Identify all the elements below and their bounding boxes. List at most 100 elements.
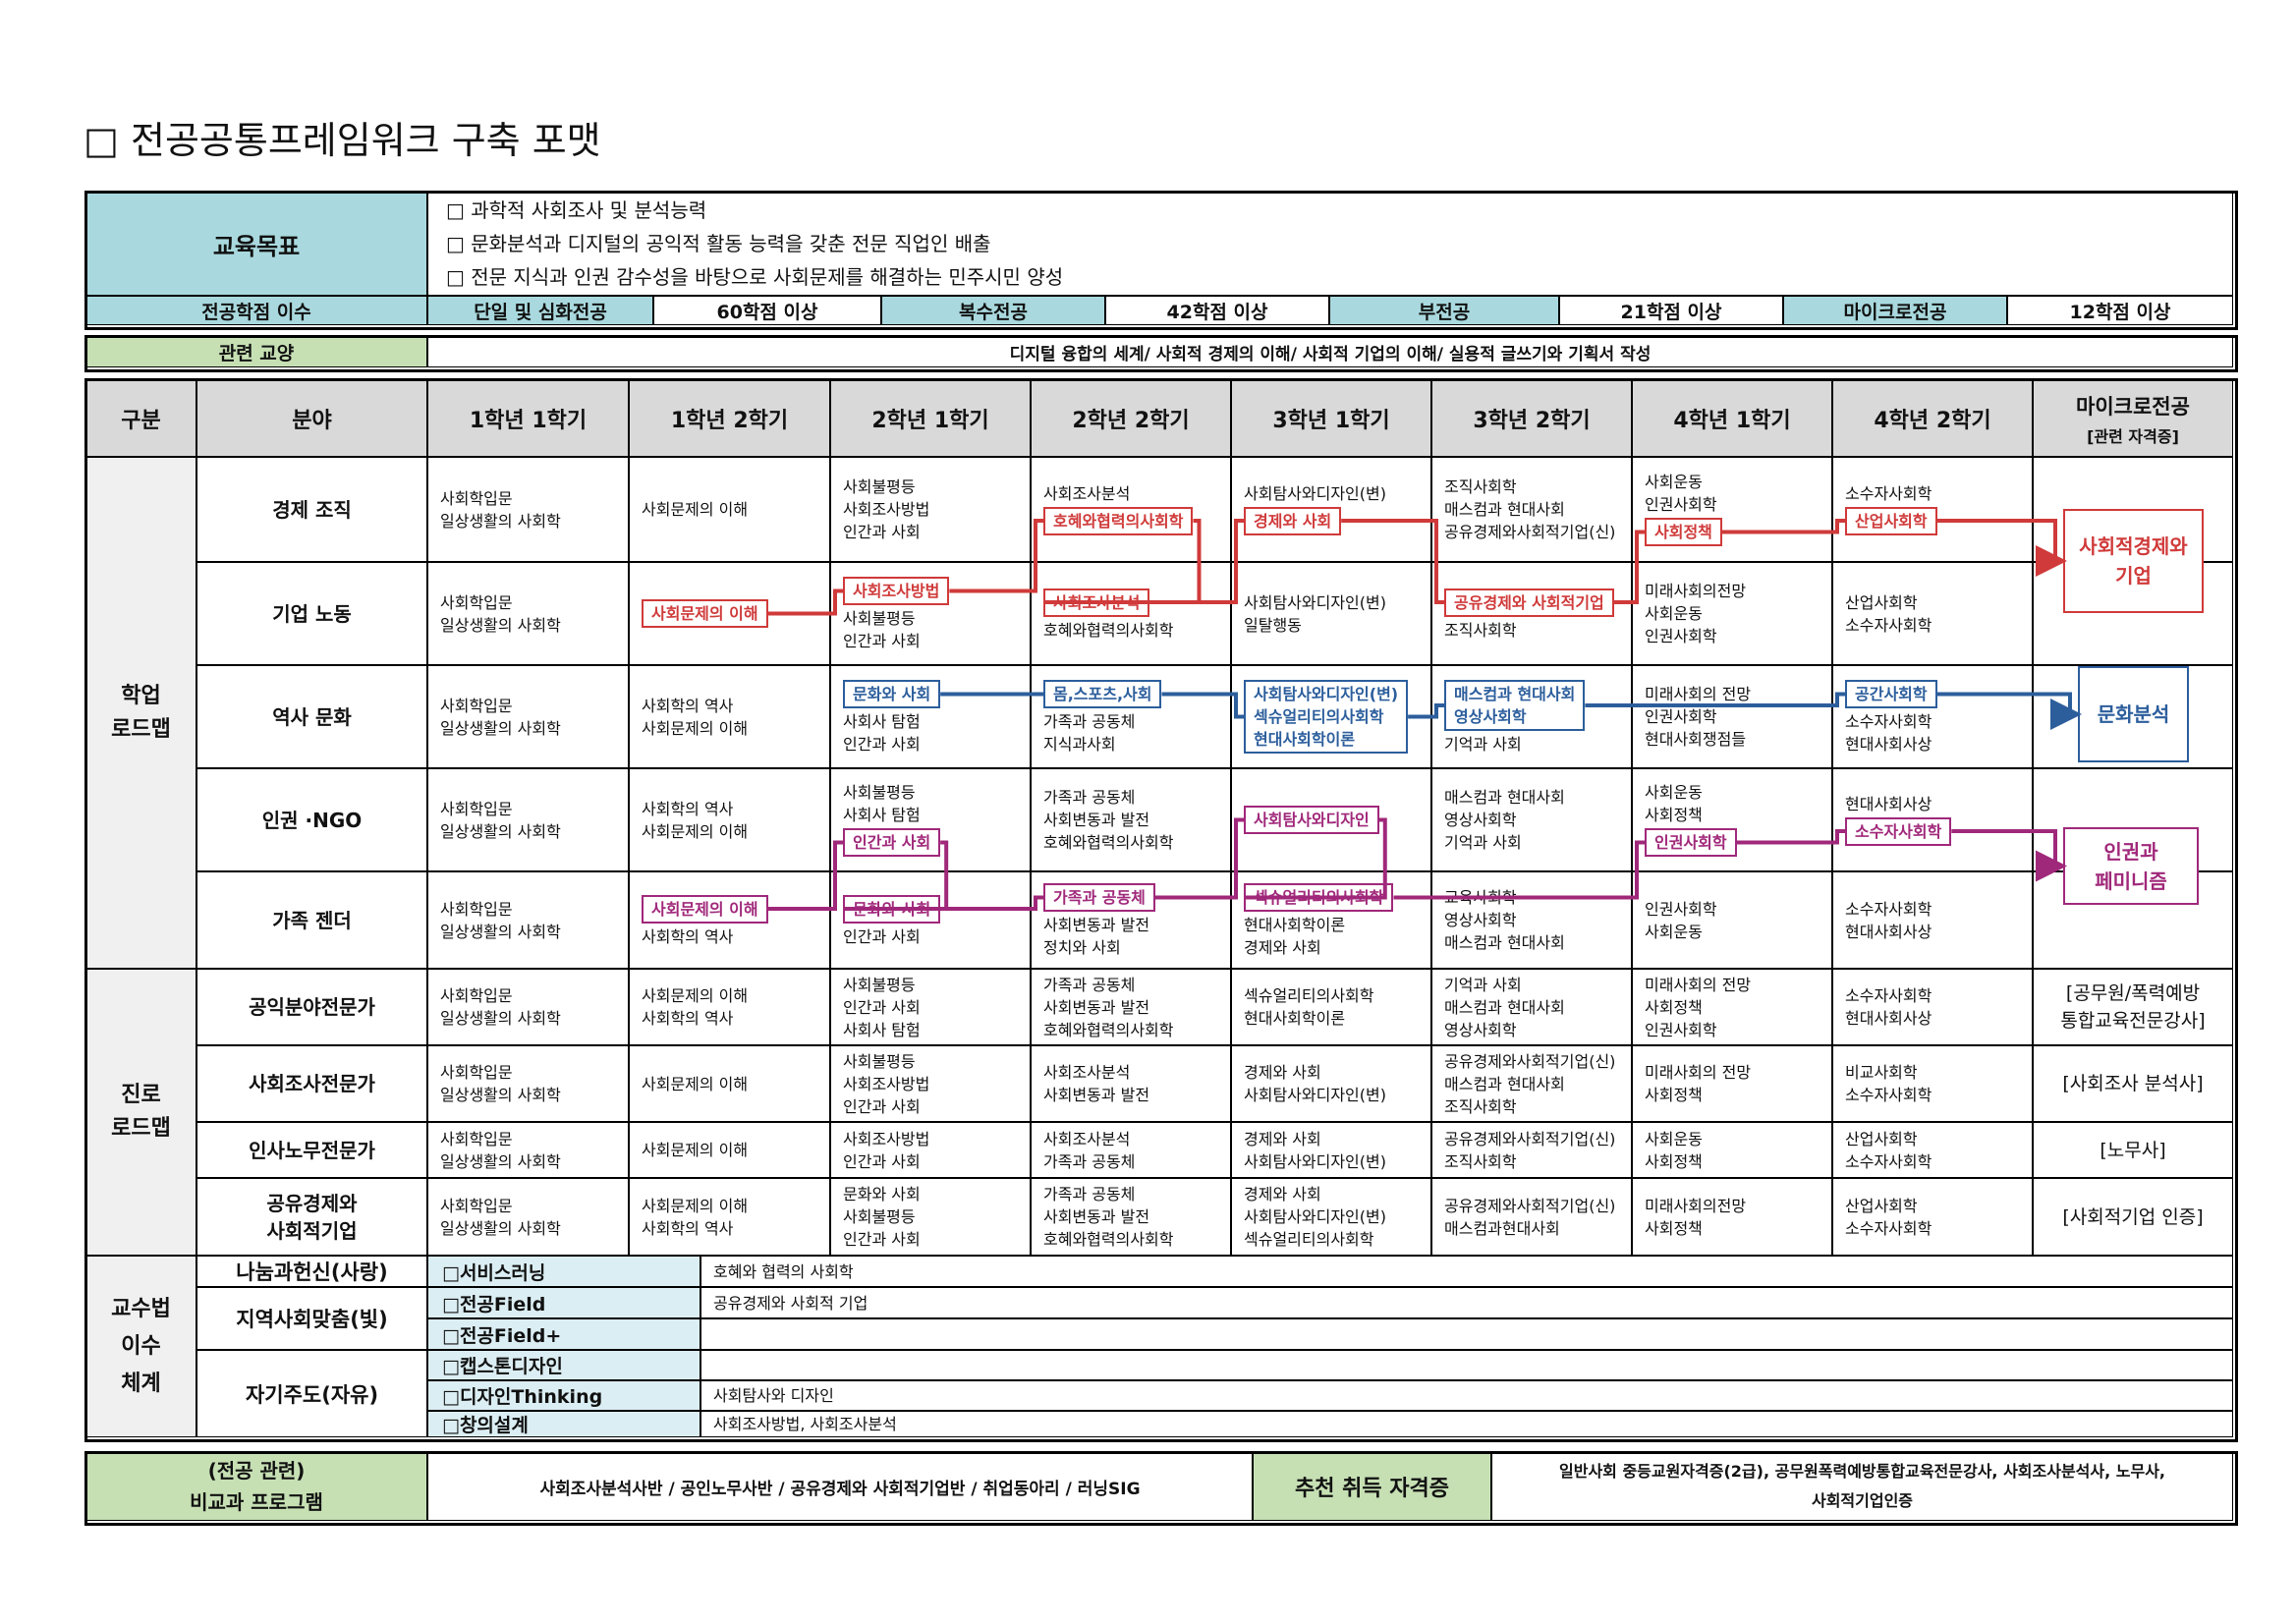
course-cell: 사회학입문 일상생활의 사회학 — [427, 969, 629, 1045]
course: 경제와 사회 — [1244, 938, 1321, 957]
course: 비교사회학 — [1845, 1063, 1918, 1082]
course: 교육사회학 — [1444, 888, 1517, 907]
course: 사회학입문 — [440, 488, 513, 508]
course-cell: 사회운동 인권사회학 사회정책 — [1632, 457, 1832, 562]
course-cell: 사회조사분석 가족과 공동체 — [1031, 1122, 1231, 1178]
course-cell: 인권사회학 사회운동 — [1632, 871, 1832, 969]
course: 공유경제와사회적기업(신) — [1444, 1196, 1616, 1215]
highlight-box: 사회탐사와디자인(변) 섹슈얼리티의사회학 현대사회학이론 — [1244, 680, 1409, 754]
course: 사회문제의 이해 — [651, 604, 758, 623]
course-cell: 사회학입문 일상생활의 사회학 — [427, 665, 629, 768]
section-label: 진로 로드맵 — [85, 969, 196, 1256]
group: 자기주도(자유) — [245, 1382, 379, 1407]
course: 조직사회학 — [1444, 1151, 1517, 1171]
course-cell: 공유경제와사회적기업(신) 조직사회학 — [1431, 1122, 1632, 1178]
teaching-group: 나눔과헌신(사랑) — [196, 1256, 427, 1287]
course: 매스컴과 현대사회 — [1444, 500, 1565, 519]
course: 매스컴과 현대사회 — [1444, 997, 1565, 1017]
field: 가족 젠더 — [272, 908, 352, 932]
course: 매스컴과현대사회 — [1444, 1218, 1560, 1238]
course: 공유경제와사회적기업(신) — [1444, 1129, 1616, 1148]
field: 사회조사전문가 — [196, 1045, 427, 1122]
course: 인권사회학 — [1645, 495, 1717, 514]
teaching-item: □디자인Thinking — [427, 1380, 700, 1411]
course: 가족과 공동체 — [1043, 1185, 1136, 1204]
field: 역사 문화 — [196, 665, 427, 768]
course: 사회문제의 이해 — [642, 986, 749, 1005]
course: 사회조사방법, 사회조사분석 — [713, 1415, 897, 1433]
course: 사회문제의 이해 — [642, 500, 749, 519]
course-cell: 사회학의 역사 사회문제의 이해 — [629, 768, 830, 871]
course-cell: 사회불평등 인간과 사회 사회사 탐험 — [830, 969, 1031, 1045]
course-cell: 가족과 공동체 사회변동과 발전 호혜와협력의사회학 — [1031, 969, 1231, 1045]
header: 1학년 2학기 — [670, 408, 789, 433]
course-cell: 사회학입문 일상생활의 사회학 — [427, 1178, 629, 1256]
course-cell: 미래사회의 전망 인권사회학 현대사회쟁점들 — [1632, 665, 1832, 768]
course-cell: 사회운동 사회정책 — [1632, 1122, 1832, 1178]
course-cell: 사회탐사와디자인 — [1231, 768, 1431, 871]
highlight-box: 사회문제의 이해 — [642, 599, 768, 628]
highlight-box: 매스컴과 현대사회 영상사회학 — [1444, 680, 1586, 731]
course: 사회조사분석 — [1043, 1129, 1131, 1148]
header-cell: 1학년 1학기 — [427, 379, 629, 457]
outcome-box: 문화분석 — [2078, 666, 2189, 762]
course: 사회정책 — [1654, 523, 1712, 541]
course: 미래사회의 전망 — [1645, 1063, 1752, 1082]
header-cell: 2학년 2학기 — [1031, 379, 1231, 457]
course: 사회탐사와디자인(변) — [1254, 685, 1399, 703]
course: 사회문제의 이해 — [642, 1074, 749, 1093]
course-cell: 공유경제와사회적기업(신) 매스컴과 현대사회 조직사회학 — [1431, 1045, 1632, 1122]
course-cell: 경제와 사회 사회탐사와디자인(변) — [1231, 1045, 1431, 1122]
course: 문화와 사회 — [853, 899, 931, 919]
credit-req: 21학점 이상 — [1620, 301, 1722, 323]
course: 일상생활의 사회학 — [440, 922, 561, 941]
course-cell: 사회학입문 일상생활의 사회학 — [427, 871, 629, 969]
header-cell: 4학년 1학기 — [1632, 379, 1832, 457]
course: 미래사회의전망 — [1645, 1196, 1747, 1215]
field: 가족 젠더 — [196, 871, 427, 969]
course-cell: 사회문제의 이해 사회학의 역사 — [629, 969, 830, 1045]
course-cell: 사회학입문 일상생활의 사회학 — [427, 768, 629, 871]
course: 산업사회학 — [1845, 1129, 1918, 1148]
course: 미래사회의 전망 — [1645, 685, 1752, 703]
course: 사회탐사와디자인 — [1254, 811, 1370, 829]
course-cell: 사회탐사와디자인(변) 경제와 사회 — [1231, 457, 1431, 562]
course: 정치와 사회 — [1043, 938, 1121, 957]
credit-req: 21학점 이상 — [1559, 296, 1783, 325]
course: 사회학입문 — [440, 592, 513, 612]
course-cell: 사회운동 사회정책 인권사회학 — [1632, 768, 1832, 871]
course: 섹슈얼리티의사회학 — [1244, 986, 1374, 1005]
final-cell: [사회적기업 인증] — [2033, 1178, 2233, 1256]
highlight-box: 공유경제와 사회적기업 — [1444, 588, 1614, 617]
objective-list: □ 과학적 사회조사 및 분석능력 □ 문화분석과 디지털의 공익적 활동 능력을… — [427, 192, 2233, 296]
header: 구분 — [121, 408, 161, 433]
course: 현대사회사상 — [1845, 794, 1932, 813]
course: 사회불평등 — [843, 1051, 916, 1071]
course-cell: 산업사회학 소수자사회학 — [1832, 1178, 2033, 1256]
course: 인간과 사회 — [843, 997, 921, 1017]
highlight-box: 사회조사분석 — [1043, 588, 1150, 617]
course-cell: 문화와 사회 사회불평등 인간과 사회 — [830, 1178, 1031, 1256]
course: 일상생활의 사회학 — [440, 1009, 561, 1028]
outcome-box: 사회적경제와 기업 — [2063, 509, 2204, 613]
certificate: [공무원/폭력예방 통합교육전문강사] — [2060, 982, 2206, 1032]
item: □캡스톤디자인 — [442, 1356, 563, 1377]
course: 매스컴과 현대사회 — [1444, 933, 1565, 952]
field: 경제 조직 — [196, 457, 427, 562]
course-cell: 사회불평등 사회사 탐험 인간과 사회 — [830, 768, 1031, 871]
course: 인권사회학 — [1645, 707, 1717, 726]
course: 사회문제의 이해 — [642, 1196, 749, 1215]
highlight-box: 인권사회학 — [1645, 828, 1737, 857]
course: 섹슈얼리티의사회학 — [1254, 888, 1384, 907]
section-label: 교수법 이수 체계 — [85, 1256, 196, 1437]
course: 사회탐사와디자인(변) — [1244, 592, 1386, 612]
highlight-box: 문화와 사회 — [843, 894, 941, 924]
group: 지역사회맞춤(빛) — [236, 1308, 388, 1331]
header-cell: 구분 — [85, 379, 196, 457]
course: 사회정책 — [1645, 806, 1703, 824]
teaching-course: 공유경제와 사회적 기업 — [700, 1287, 2233, 1318]
course: 사회조사방법 — [843, 500, 930, 519]
course-cell: 소수자사회학 현대사회사상 — [1832, 871, 2033, 969]
teaching-item: □캡스톤디자인 — [427, 1350, 700, 1380]
course: 섹슈얼리티의사회학 — [1244, 1230, 1374, 1249]
